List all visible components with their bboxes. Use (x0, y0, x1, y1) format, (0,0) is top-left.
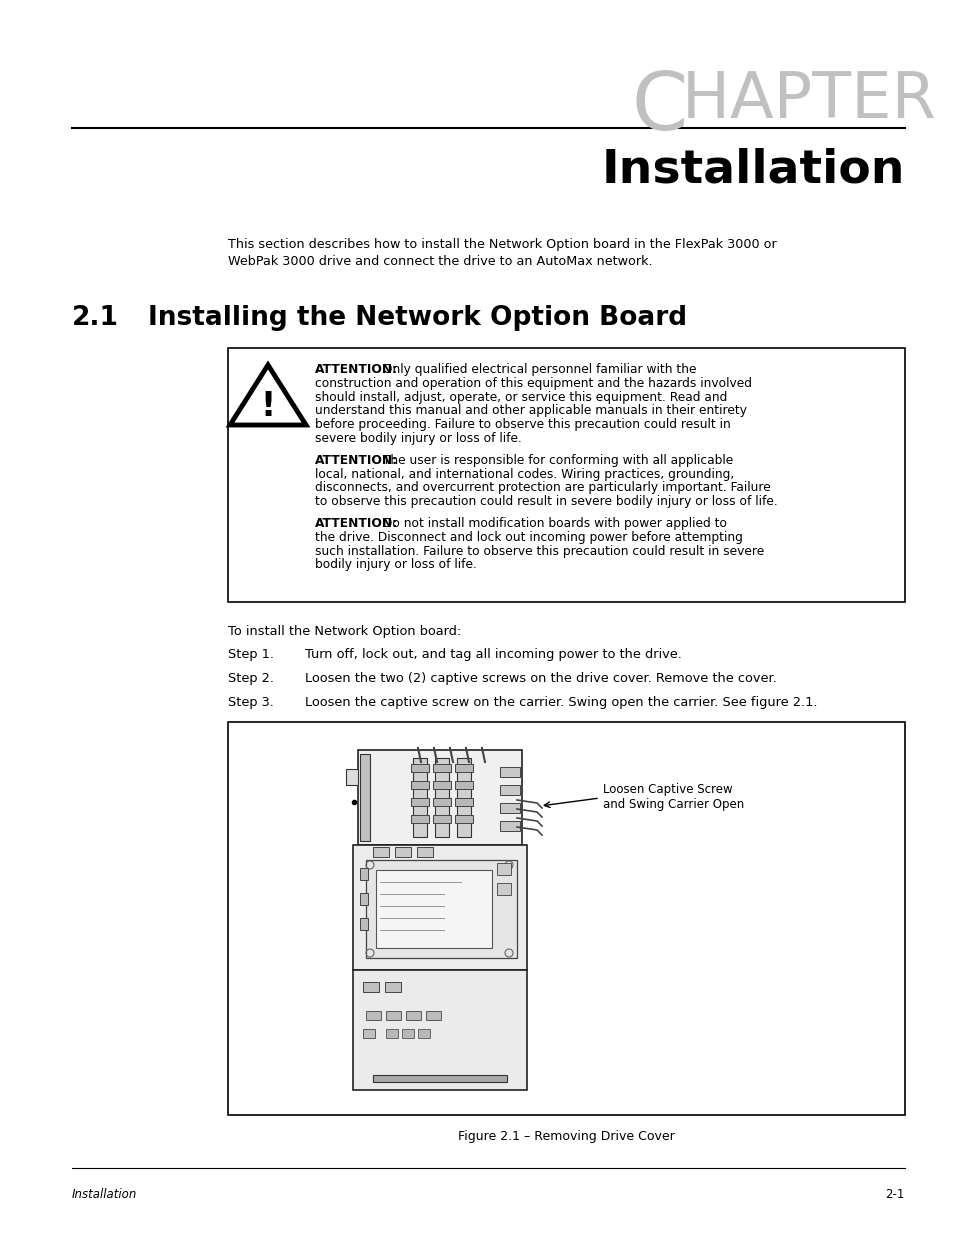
Bar (455, 815, 473, 823)
Bar (359, 918, 368, 930)
Text: Turn off, lock out, and tag all incoming power to the drive.: Turn off, lock out, and tag all incoming… (305, 648, 681, 661)
Bar (411, 781, 429, 789)
Bar (366, 1011, 380, 1020)
Bar (363, 1029, 375, 1037)
Bar (228, 722, 904, 1115)
Text: the drive. Disconnect and lock out incoming power before attempting: the drive. Disconnect and lock out incom… (314, 531, 742, 543)
Text: !: ! (260, 390, 275, 424)
Text: construction and operation of this equipment and the hazards involved: construction and operation of this equip… (314, 377, 751, 390)
Bar (228, 348, 904, 601)
Bar (411, 764, 429, 772)
Bar (435, 758, 449, 837)
Bar (455, 764, 473, 772)
Bar (433, 798, 451, 806)
Text: local, national, and international codes. Wiring practices, grounding,: local, national, and international codes… (314, 468, 734, 480)
Bar (401, 1029, 414, 1037)
Bar (411, 815, 429, 823)
Bar (353, 845, 526, 969)
Bar (417, 1029, 430, 1037)
Text: bodily injury or loss of life.: bodily injury or loss of life. (314, 558, 476, 572)
Bar (359, 755, 370, 841)
Bar (497, 883, 511, 895)
Bar (386, 1029, 397, 1037)
Bar (373, 1074, 506, 1082)
Text: to observe this precaution could result in severe bodily injury or loss of life.: to observe this precaution could result … (314, 495, 777, 508)
Text: and Swing Carrier Open: and Swing Carrier Open (602, 798, 743, 811)
Text: ATTENTION:: ATTENTION: (314, 517, 397, 530)
Bar (413, 758, 427, 837)
Bar (426, 1011, 440, 1020)
Bar (499, 767, 519, 777)
Bar (385, 982, 400, 992)
Text: disconnects, and overcurrent protection are particularly important. Failure: disconnects, and overcurrent protection … (314, 482, 770, 494)
Text: This section describes how to install the Network Option board in the FlexPak 30: This section describes how to install th… (228, 238, 776, 251)
Text: such installation. Failure to observe this precaution could result in severe: such installation. Failure to observe th… (314, 545, 763, 557)
Text: 2.1: 2.1 (71, 305, 119, 331)
Text: Only qualified electrical personnel familiar with the: Only qualified electrical personnel fami… (378, 363, 696, 375)
Text: Loosen Captive Screw: Loosen Captive Screw (602, 783, 732, 797)
Text: should install, adjust, operate, or service this equipment. Read and: should install, adjust, operate, or serv… (314, 390, 726, 404)
Bar (357, 750, 521, 845)
Text: Installation: Installation (71, 1188, 137, 1200)
Bar (363, 982, 378, 992)
Bar (456, 758, 471, 837)
Bar (359, 868, 368, 881)
Bar (366, 860, 517, 958)
Text: The user is responsible for conforming with all applicable: The user is responsible for conforming w… (378, 453, 733, 467)
Bar (373, 847, 389, 857)
Text: ATTENTION:: ATTENTION: (314, 363, 397, 375)
Bar (499, 803, 519, 813)
Text: C: C (631, 69, 687, 147)
Text: ATTENTION:: ATTENTION: (314, 453, 397, 467)
Text: To install the Network Option board:: To install the Network Option board: (228, 625, 460, 638)
Text: 2-1: 2-1 (884, 1188, 904, 1200)
Text: before proceeding. Failure to observe this precaution could result in: before proceeding. Failure to observe th… (314, 419, 730, 431)
Bar (416, 847, 433, 857)
Bar (353, 969, 526, 1091)
Bar (497, 863, 511, 876)
Text: Loosen the two (2) captive screws on the drive cover. Remove the cover.: Loosen the two (2) captive screws on the… (305, 672, 776, 685)
Text: severe bodily injury or loss of life.: severe bodily injury or loss of life. (314, 432, 521, 445)
Bar (346, 769, 357, 785)
Bar (375, 869, 492, 948)
Text: Step 3.: Step 3. (228, 697, 274, 709)
Text: Installation: Installation (601, 147, 904, 193)
Bar (499, 821, 519, 831)
Text: Installing the Network Option Board: Installing the Network Option Board (148, 305, 686, 331)
Bar (499, 785, 519, 795)
Bar (359, 893, 368, 905)
Bar (433, 764, 451, 772)
Text: Loosen the captive screw on the carrier. Swing open the carrier. See figure 2.1.: Loosen the captive screw on the carrier.… (305, 697, 817, 709)
Text: understand this manual and other applicable manuals in their entirety: understand this manual and other applica… (314, 404, 746, 417)
Text: Do not install modification boards with power applied to: Do not install modification boards with … (378, 517, 726, 530)
Text: WebPak 3000 drive and connect the drive to an AutoMax network.: WebPak 3000 drive and connect the drive … (228, 254, 652, 268)
Bar (455, 798, 473, 806)
Text: HAPTER 2: HAPTER 2 (681, 69, 953, 131)
Text: Figure 2.1 – Removing Drive Cover: Figure 2.1 – Removing Drive Cover (457, 1130, 674, 1144)
Bar (406, 1011, 420, 1020)
Bar (433, 781, 451, 789)
Bar (433, 815, 451, 823)
Bar (386, 1011, 400, 1020)
Text: Step 2.: Step 2. (228, 672, 274, 685)
Bar (395, 847, 411, 857)
Bar (455, 781, 473, 789)
Text: Step 1.: Step 1. (228, 648, 274, 661)
Bar (411, 798, 429, 806)
